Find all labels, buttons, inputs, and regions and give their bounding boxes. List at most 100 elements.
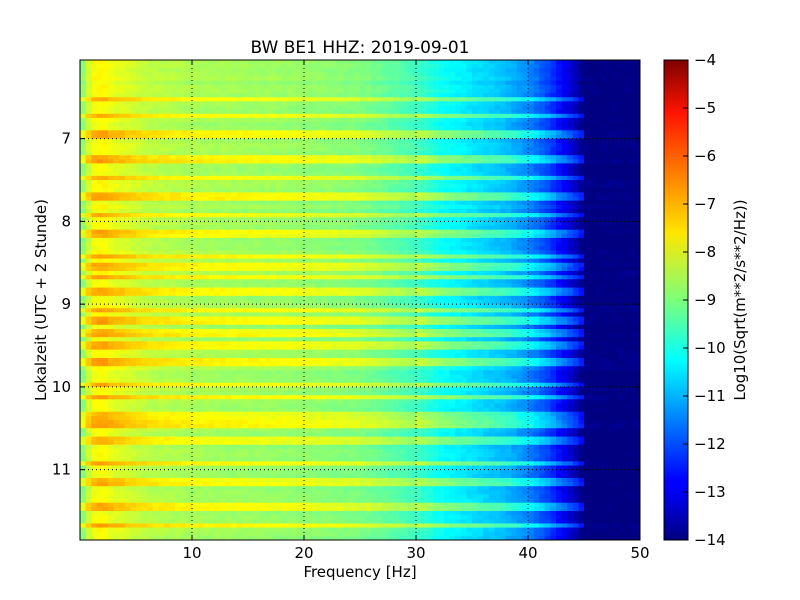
heatmap-cell [623,72,630,78]
heatmap-cell [623,250,630,255]
heatmap-cell [494,200,501,206]
heatmap-cell [539,88,546,94]
heatmap-cell [382,188,389,193]
heatmap-cell [236,97,243,102]
heatmap-cell [595,113,602,119]
heatmap-cell [505,146,512,152]
heatmap-cell [102,93,109,98]
heatmap-cell [264,155,271,160]
heatmap-cell [606,126,613,131]
heatmap-cell [399,138,406,144]
heatmap-cell [483,254,490,260]
heatmap-cell [124,117,131,123]
heatmap-cell [382,64,389,69]
heatmap-cell [550,105,557,111]
heatmap-cell [326,242,333,247]
heatmap-cell [550,225,557,231]
heatmap-cell [404,229,411,235]
heatmap-cell [147,101,154,107]
heatmap-cell [192,229,199,235]
heatmap-cell [253,213,260,218]
heatmap-cell [539,155,546,160]
heatmap-cell [516,171,523,177]
heatmap-cell [522,122,529,127]
heatmap-cell [225,88,232,94]
heatmap-cell [432,117,439,123]
heatmap-cell [634,196,640,202]
heatmap-cell [248,200,255,206]
heatmap-cell [242,258,249,264]
heatmap-cell [578,134,585,140]
heatmap-cell [298,192,305,198]
heatmap-cell [309,105,316,111]
heatmap-cell [197,76,204,82]
heatmap-cell [203,93,210,98]
heatmap-cell [298,113,305,119]
heatmap-cell [96,200,103,206]
heatmap-cell [466,113,473,119]
heatmap-cell [511,101,518,107]
heatmap-cell [164,196,171,202]
heatmap-cell [444,72,451,78]
heatmap-cell [488,97,495,102]
heatmap-cell [483,80,490,86]
heatmap-cell [522,97,529,102]
heatmap-cell [197,113,204,119]
heatmap-cell [281,130,288,135]
heatmap-cell [253,246,260,251]
heatmap-cell [432,208,439,214]
heatmap-cell [264,64,271,69]
heatmap-cell [427,229,434,235]
heatmap-cell [147,142,154,148]
heatmap-cell [220,130,227,135]
heatmap-cell [584,113,591,119]
heatmap-cell [85,68,92,73]
heatmap-cell [348,204,355,210]
heatmap-cell [175,130,182,135]
heatmap-cell [432,180,439,185]
heatmap-cell [180,175,187,181]
heatmap-cell [203,151,210,156]
heatmap-cell [432,237,439,243]
heatmap-cell [248,113,255,119]
heatmap-cell [634,88,640,94]
heatmap-cell [326,138,333,144]
heatmap-cell [304,204,311,210]
heatmap-cell [304,242,311,247]
heatmap-cell [427,76,434,82]
heatmap-cell [119,237,126,243]
heatmap-cell [393,262,400,268]
heatmap-cell [388,233,395,239]
heatmap-cell [606,134,613,140]
heatmap-cell [421,155,428,160]
heatmap-cell [309,237,316,243]
heatmap-cell [248,180,255,185]
heatmap-cell [427,159,434,164]
heatmap-cell [320,155,327,160]
heatmap-cell [511,225,518,231]
heatmap-cell [304,68,311,73]
heatmap-cell [483,188,490,193]
heatmap-cell [337,76,344,82]
heatmap-cell [259,93,266,98]
heatmap-cell [416,213,423,218]
heatmap-cell [388,138,395,144]
heatmap-cell [595,142,602,148]
heatmap-cell [455,64,462,69]
heatmap-cell [544,109,551,115]
heatmap-cell [326,217,333,222]
heatmap-cell [628,64,635,69]
heatmap-cell [539,221,546,227]
heatmap-cell [80,254,87,260]
heatmap-cell [533,80,540,86]
heatmap-cell [147,97,154,102]
heatmap-cell [96,93,103,98]
heatmap-cell [393,242,400,247]
heatmap-cell [270,88,277,94]
heatmap-cell [119,262,126,268]
heatmap-cell [483,184,490,189]
heatmap-cell [231,246,238,251]
heatmap-cell [175,72,182,78]
heatmap-cell [298,76,305,82]
heatmap-cell [320,60,327,65]
